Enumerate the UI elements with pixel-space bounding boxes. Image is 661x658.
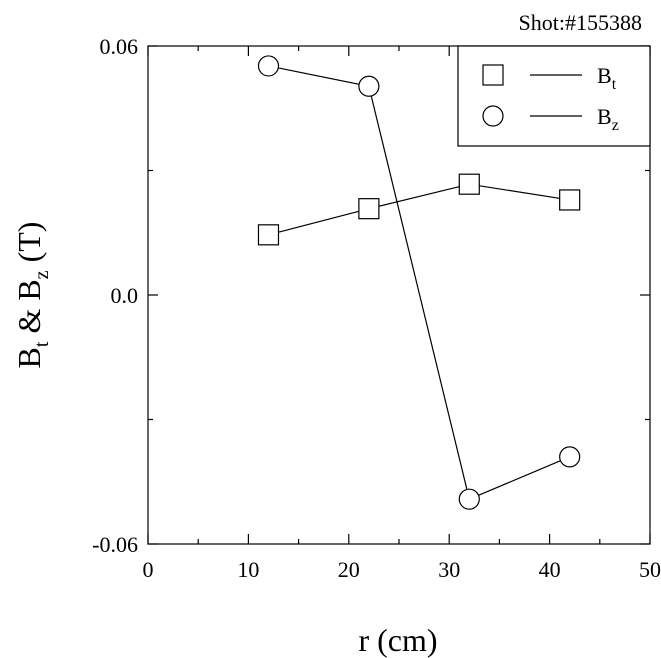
data-point-square xyxy=(458,173,480,195)
data-point-circle xyxy=(257,55,280,77)
data-point-circle xyxy=(559,446,581,468)
data-point-square xyxy=(358,198,380,220)
data-series xyxy=(257,55,581,510)
x-tick-label: 20 xyxy=(338,557,360,582)
x-tick-label: 30 xyxy=(438,557,460,582)
data-point-circle xyxy=(358,75,380,97)
data-point-square xyxy=(257,224,280,246)
legend-label: Bt xyxy=(597,63,617,93)
shot-annotation: Shot:#155388 xyxy=(519,10,642,35)
x-axis-label: r (cm) xyxy=(358,622,437,658)
y-tick-label: 0.06 xyxy=(100,34,139,59)
y-tick-label: 0.0 xyxy=(111,283,139,308)
y-axis-label: Bt & Bz (T) xyxy=(11,222,53,369)
data-point-circle xyxy=(458,488,480,510)
legend: Bt Bz xyxy=(457,45,651,147)
legend-box xyxy=(457,45,651,147)
y-tick-label: -0.06 xyxy=(92,532,138,557)
x-tick-label: 10 xyxy=(237,557,259,582)
x-tick-label: 40 xyxy=(539,557,561,582)
series-Bt xyxy=(257,173,581,246)
series-line xyxy=(268,183,570,236)
x-tick-label: 50 xyxy=(639,557,661,582)
x-tick-label: 0 xyxy=(143,557,154,582)
series-Bz xyxy=(257,55,581,510)
legend-marker-circle xyxy=(482,105,504,127)
series-line xyxy=(268,65,570,501)
axis-ticks: 0 10 20 30 40 50 -0.06 0.0 0.06 xyxy=(92,34,661,582)
data-point-square xyxy=(559,189,581,211)
legend-label: Bz xyxy=(597,104,619,134)
legend-marker-square xyxy=(482,64,504,86)
